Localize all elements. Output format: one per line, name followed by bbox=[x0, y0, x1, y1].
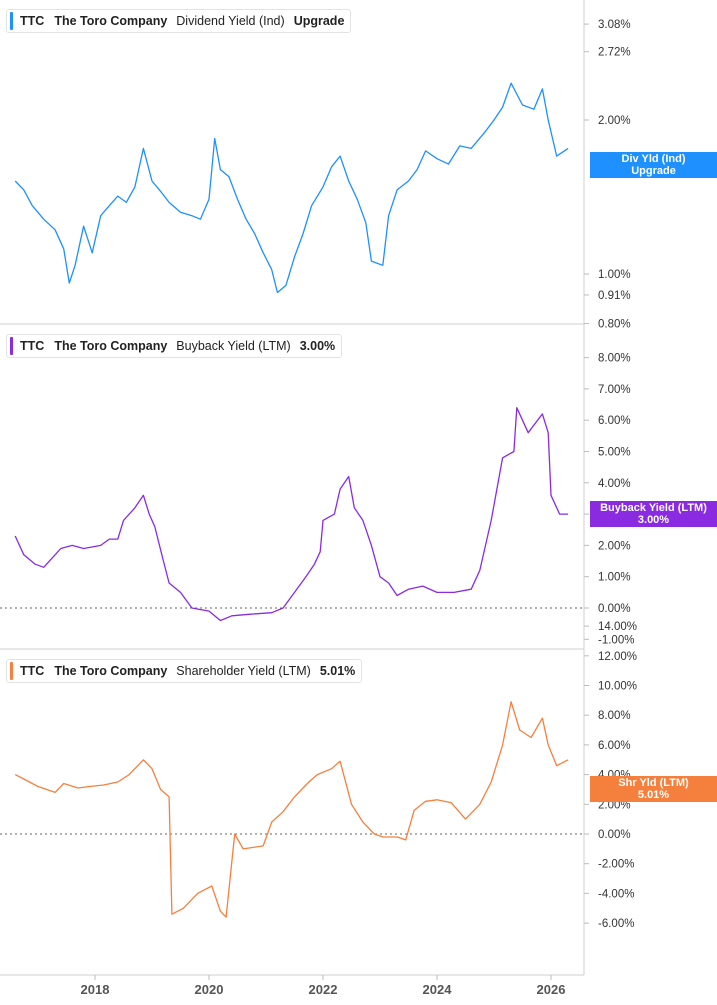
y-tick-label: 1.00% bbox=[598, 269, 631, 281]
legend-company: The Toro Company bbox=[54, 339, 168, 353]
badge-value: Upgrade bbox=[631, 165, 676, 177]
y-tick-label: 10.00% bbox=[598, 681, 637, 693]
legend-shareholder-yield[interactable]: TTC The Toro Company Shareholder Yield (… bbox=[6, 659, 363, 683]
legend-metric: Buyback Yield (LTM) bbox=[176, 339, 291, 353]
badge-value: 3.00% bbox=[637, 514, 670, 526]
y-tick-label: -1.00% bbox=[598, 634, 634, 646]
y-tick-label: 0.80% bbox=[598, 319, 631, 331]
series-line bbox=[14, 82, 569, 294]
y-tick-label: 2.00% bbox=[598, 799, 631, 811]
x-tick-label: 2020 bbox=[195, 982, 224, 997]
x-tick-label: 2022 bbox=[309, 982, 338, 997]
y-tick-label: 0.00% bbox=[598, 829, 631, 841]
legend-ticker: TTC bbox=[20, 664, 45, 678]
badge-label: Div Yld (Ind) bbox=[621, 153, 686, 165]
y-tick-label: 6.00% bbox=[598, 740, 631, 752]
y-tick-label: 0.00% bbox=[598, 603, 631, 615]
badge-value: 5.01% bbox=[637, 789, 670, 801]
x-tick-label: 2024 bbox=[423, 982, 453, 997]
y-tick-label: 0.91% bbox=[598, 290, 631, 302]
legend-dividend-yield[interactable]: TTC The Toro Company Dividend Yield (Ind… bbox=[6, 9, 352, 33]
legend-company: The Toro Company bbox=[54, 14, 168, 28]
y-tick-label: -4.00% bbox=[598, 888, 634, 900]
series-line bbox=[14, 701, 569, 918]
legend-buyback-yield[interactable]: TTC The Toro Company Buyback Yield (LTM)… bbox=[6, 334, 343, 358]
legend-value[interactable]: Upgrade bbox=[293, 14, 345, 28]
y-tick-label: -6.00% bbox=[598, 918, 634, 930]
legend-color-swatch bbox=[10, 662, 13, 680]
legend-ticker: TTC bbox=[20, 14, 45, 28]
y-tick-label: 5.00% bbox=[598, 447, 631, 459]
y-tick-label: 8.00% bbox=[598, 710, 631, 722]
series-line bbox=[14, 407, 569, 622]
legend-value: 3.00% bbox=[299, 339, 336, 353]
y-tick-label: 8.00% bbox=[598, 353, 631, 365]
legend-company: The Toro Company bbox=[54, 664, 168, 678]
legend-color-swatch bbox=[10, 337, 13, 355]
y-tick-label: 7.00% bbox=[598, 384, 631, 396]
legend-metric: Shareholder Yield (LTM) bbox=[176, 664, 311, 678]
y-tick-label: 1.00% bbox=[598, 572, 631, 584]
y-tick-label: 6.00% bbox=[598, 415, 631, 427]
y-tick-label: -2.00% bbox=[598, 859, 634, 871]
badge-shareholder-yield: Shr Yld (LTM) 5.01% bbox=[590, 776, 717, 802]
badge-dividend-yield: Div Yld (Ind) Upgrade bbox=[590, 152, 717, 178]
legend-metric: Dividend Yield (Ind) bbox=[176, 14, 285, 28]
legend-value: 5.01% bbox=[319, 664, 356, 678]
legend-color-swatch bbox=[10, 12, 13, 30]
y-tick-label: 14.00% bbox=[598, 621, 637, 633]
x-tick-label: 2018 bbox=[81, 982, 110, 997]
legend-ticker: TTC bbox=[20, 339, 45, 353]
y-tick-label: 3.08% bbox=[598, 19, 631, 31]
badge-label: Buyback Yield (LTM) bbox=[600, 502, 707, 514]
x-tick-label: 2026 bbox=[537, 982, 566, 997]
y-tick-label: 2.00% bbox=[598, 540, 631, 552]
badge-label: Shr Yld (LTM) bbox=[618, 777, 689, 789]
y-tick-label: 2.00% bbox=[598, 115, 631, 127]
y-tick-label: 4.00% bbox=[598, 478, 631, 490]
y-tick-label: 2.72% bbox=[598, 47, 631, 59]
y-tick-label: 12.00% bbox=[598, 651, 637, 663]
badge-buyback-yield: Buyback Yield (LTM) 3.00% bbox=[590, 501, 717, 527]
